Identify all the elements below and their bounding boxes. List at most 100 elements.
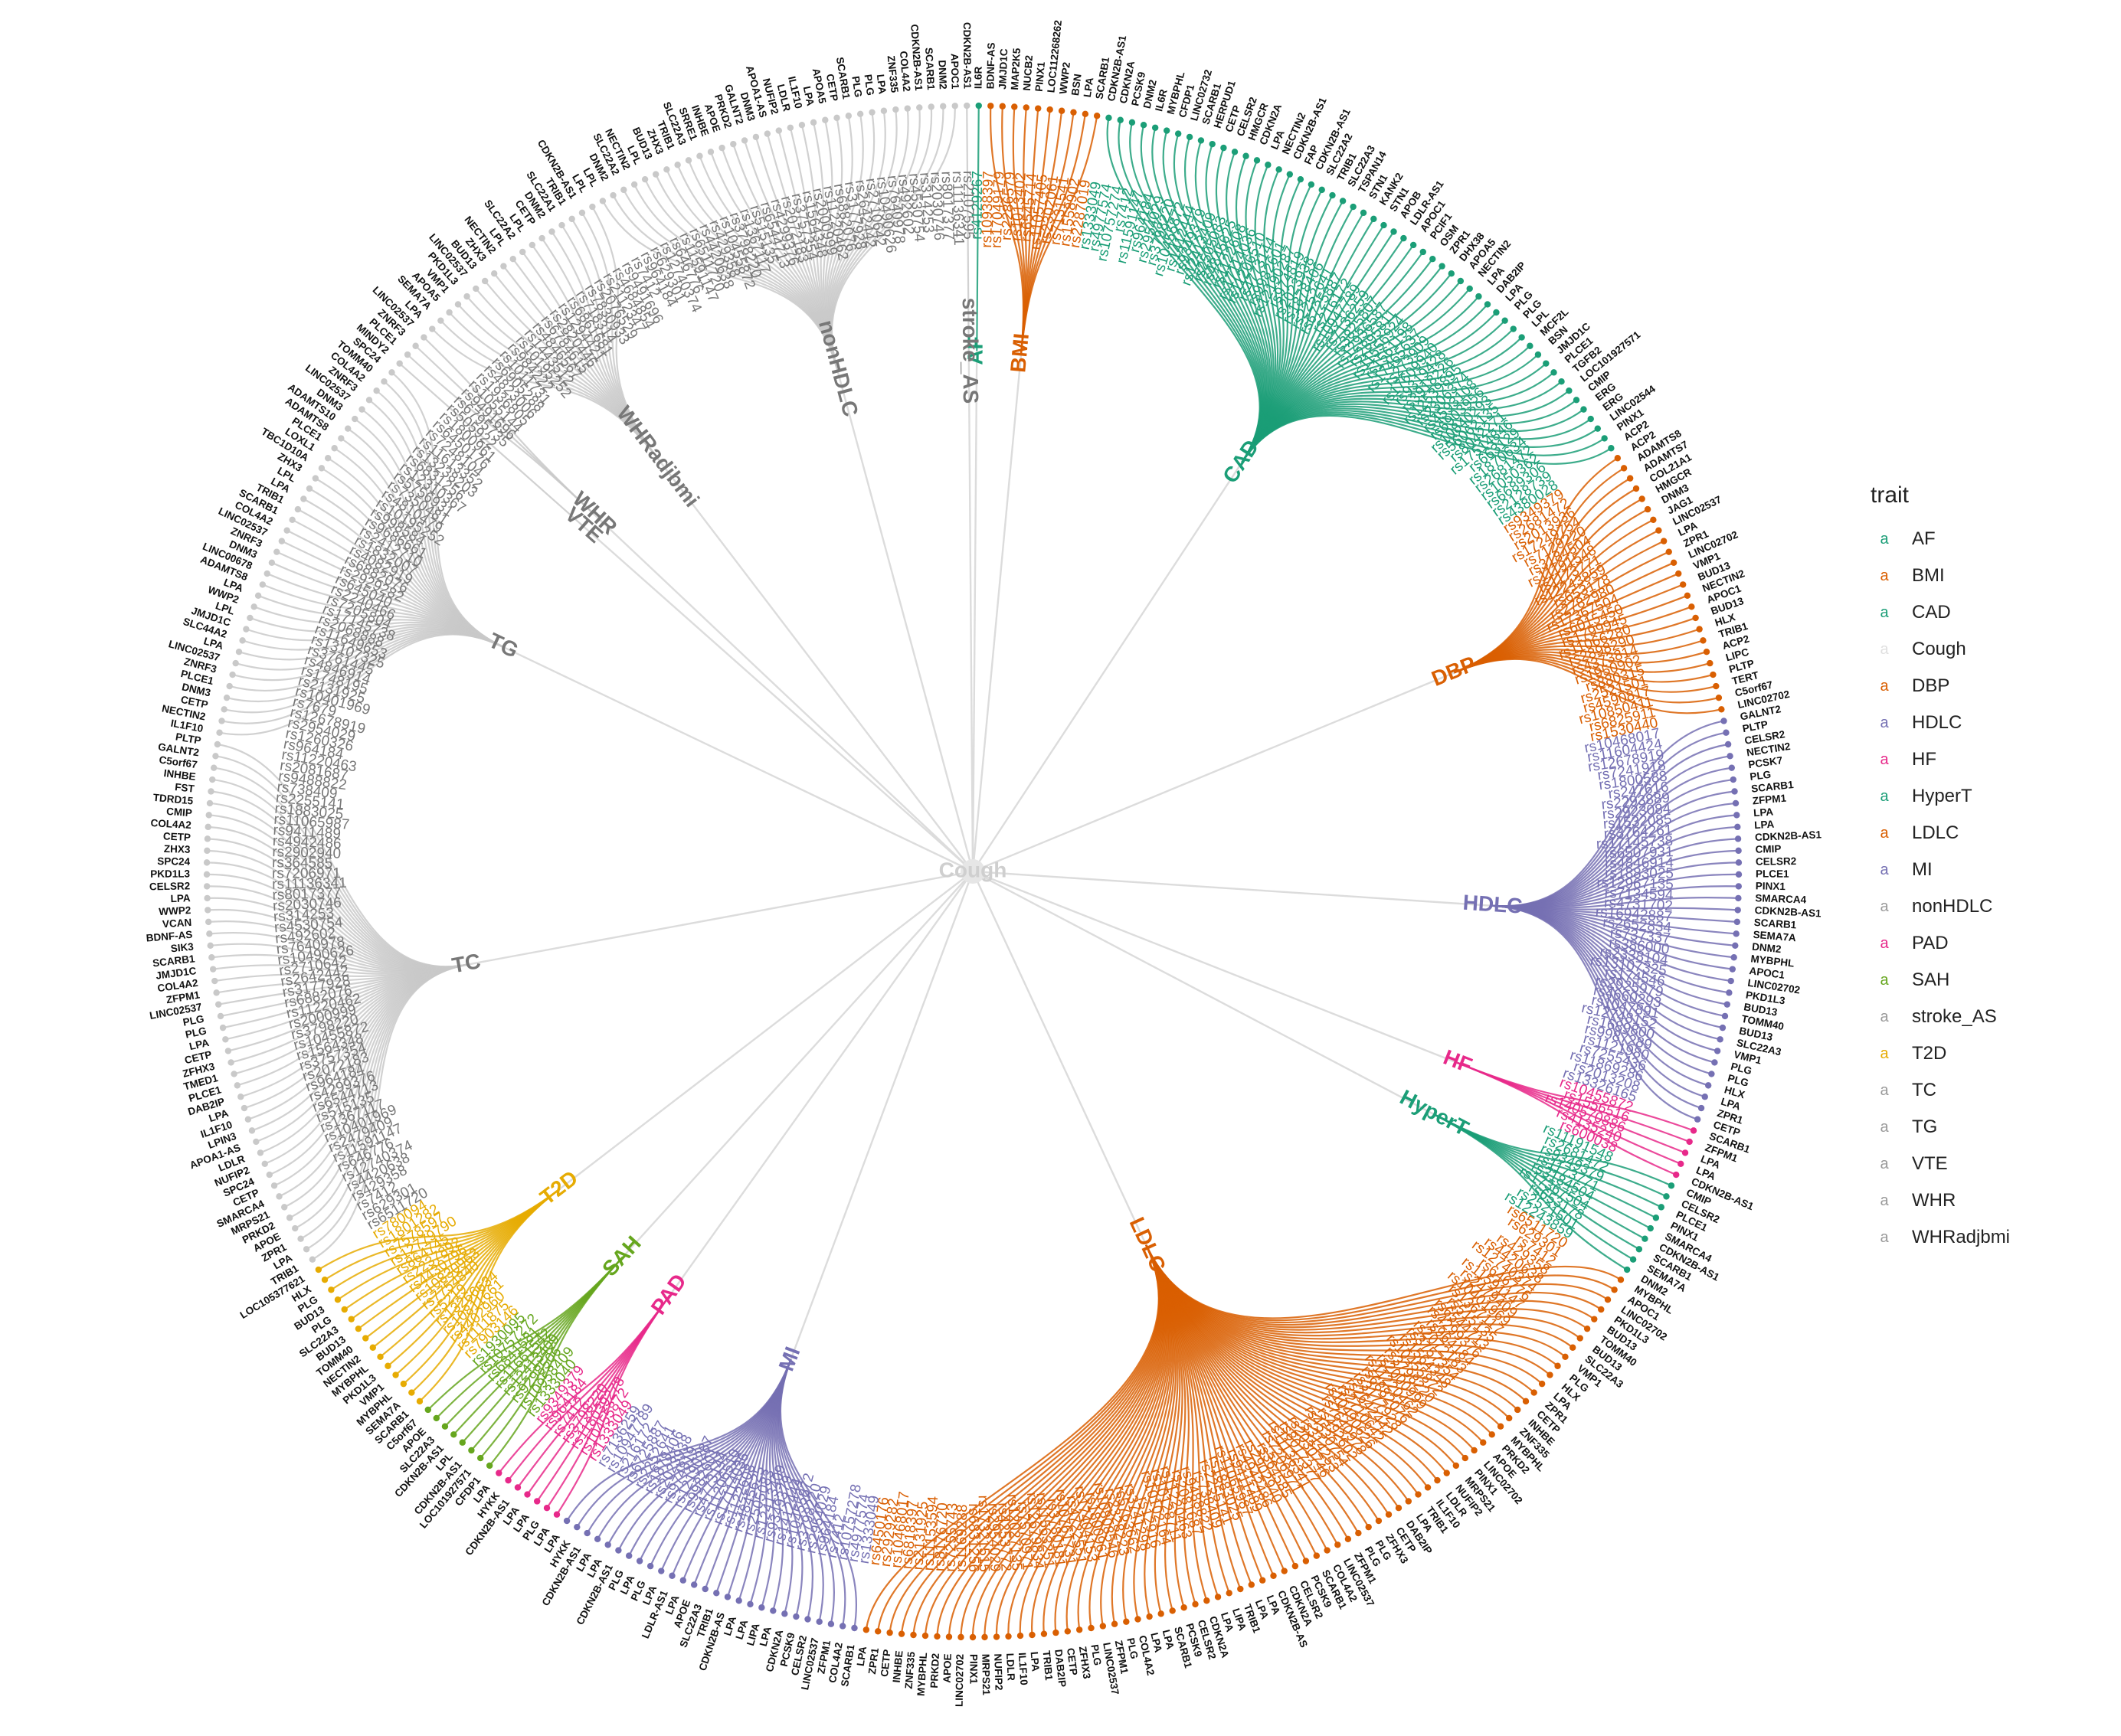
edge-root-stroke-as xyxy=(967,351,974,872)
gene-label: PLG xyxy=(1088,1643,1103,1666)
legend-item-af: a AF xyxy=(1869,521,2010,557)
legend-label: MI xyxy=(1912,859,1933,880)
leaf-point xyxy=(993,1633,1000,1640)
snp-label: rs2030746 xyxy=(273,895,342,914)
leaf-point xyxy=(1735,871,1743,878)
leaf-point xyxy=(641,175,649,183)
gene-label: ZFPM1 xyxy=(1752,793,1787,807)
gene-label: MYBPHL xyxy=(915,1653,930,1697)
leaf-point xyxy=(292,1224,299,1232)
gene-label: LPA xyxy=(758,1625,774,1647)
gene-label: LPA xyxy=(1754,819,1775,832)
leaf-point xyxy=(203,883,211,890)
edge-af-leaf xyxy=(976,106,980,351)
legend-key: a xyxy=(1880,1008,1889,1025)
snp-label: rs4846914 xyxy=(1605,855,1674,871)
snp-label: rs2902940 xyxy=(272,844,341,861)
leaf-point xyxy=(658,1568,665,1574)
leaf-point xyxy=(441,1423,449,1430)
leaf-point xyxy=(1626,475,1634,482)
gene-label: BDNF-AS xyxy=(984,42,997,89)
leaf-point xyxy=(268,559,276,567)
leaf-point xyxy=(1718,706,1725,713)
leaf-point xyxy=(563,1517,571,1525)
legend-item-hf: a HF xyxy=(1869,741,2010,778)
legend-key: a xyxy=(1880,1118,1889,1136)
leaf-point xyxy=(297,1235,304,1242)
leaf-point xyxy=(1708,1071,1715,1077)
leaf-point xyxy=(1632,485,1640,492)
gene-label: VCAN xyxy=(162,917,191,930)
leaf-point xyxy=(1070,109,1077,116)
gene-label: PLG xyxy=(1730,1061,1753,1077)
legend-label: stroke_AS xyxy=(1912,1006,1997,1027)
leaf-point xyxy=(1275,166,1282,173)
edge-dbp-leaf xyxy=(1454,658,1722,714)
legend-key: a xyxy=(1880,824,1889,842)
gene-label: LDLR xyxy=(1004,1653,1017,1682)
leaf-point xyxy=(496,1470,502,1476)
leaf-point xyxy=(1040,1630,1048,1637)
legend-key: a xyxy=(1880,530,1889,548)
leaf-point xyxy=(1082,110,1089,118)
leaf-point xyxy=(247,614,254,622)
gene-label: CETP xyxy=(824,73,840,102)
leaf-point xyxy=(1046,106,1053,113)
snp-label: rs4731702 xyxy=(1604,895,1674,914)
leaf-point xyxy=(1466,285,1473,293)
leaf-point xyxy=(1611,1286,1618,1293)
edge-hypert-leaf xyxy=(1433,1113,1628,1270)
snp-label: rs4129267 xyxy=(969,171,986,240)
gene-label: SPC24 xyxy=(157,855,190,868)
leaf-point xyxy=(266,1171,273,1179)
gene-label: JMJD1C xyxy=(997,48,1010,90)
leaf-point xyxy=(1265,162,1272,168)
leaf-point xyxy=(1099,1623,1107,1630)
leaf-point xyxy=(1192,1600,1199,1608)
snp-label: rs7206971 xyxy=(272,865,341,881)
leaf-point xyxy=(1543,360,1550,367)
leaf-point xyxy=(205,907,211,914)
leaf-point xyxy=(752,133,760,141)
leaf-point xyxy=(1735,847,1742,855)
leaf-point xyxy=(1105,114,1112,122)
leaf-point xyxy=(1157,1610,1164,1617)
leaf-point xyxy=(217,1012,224,1020)
leaf-point xyxy=(276,1193,283,1200)
trait-label-bmi: BMI xyxy=(1006,332,1033,374)
leaf-point xyxy=(969,1633,977,1641)
leaf-point xyxy=(1724,740,1732,748)
leaf-point xyxy=(1461,1454,1468,1462)
leaf-point xyxy=(1518,334,1525,341)
leaf-point xyxy=(500,263,507,270)
legend-label: TG xyxy=(1912,1116,1938,1137)
trait-label-whradjbmi: WHRadjbmi xyxy=(612,401,704,512)
gene-label: LPA xyxy=(801,85,817,107)
leaf-point xyxy=(1429,255,1436,263)
leaf-point xyxy=(964,102,970,110)
leaf-point xyxy=(1493,309,1500,316)
leaf-point xyxy=(273,548,280,555)
leaf-point xyxy=(1694,1116,1701,1123)
leaf-point xyxy=(1443,1470,1450,1476)
leaf-point xyxy=(892,106,899,113)
edge-root-nonhdlc xyxy=(836,368,974,872)
leaf-point xyxy=(377,1353,384,1361)
edge-root-hdlc xyxy=(972,870,1493,907)
leaf-point xyxy=(1180,1604,1187,1611)
gene-label: FST xyxy=(175,781,196,795)
leaf-point xyxy=(713,1590,720,1597)
gene-label: PLG xyxy=(1124,1637,1140,1660)
legend-key: a xyxy=(1880,677,1889,695)
leaf-point xyxy=(1720,718,1727,724)
leaf-point xyxy=(1713,1048,1721,1054)
leaf-point xyxy=(1638,495,1645,502)
leaf-point xyxy=(1075,1626,1083,1633)
leaf-point xyxy=(747,1600,754,1608)
leaf-point xyxy=(1253,157,1261,164)
leaf-point xyxy=(957,1633,964,1641)
leaf-point xyxy=(278,538,286,544)
snp-label: rs9411489 xyxy=(273,822,341,842)
leaf-point xyxy=(1717,1036,1723,1043)
leaf-point xyxy=(1291,1562,1299,1570)
